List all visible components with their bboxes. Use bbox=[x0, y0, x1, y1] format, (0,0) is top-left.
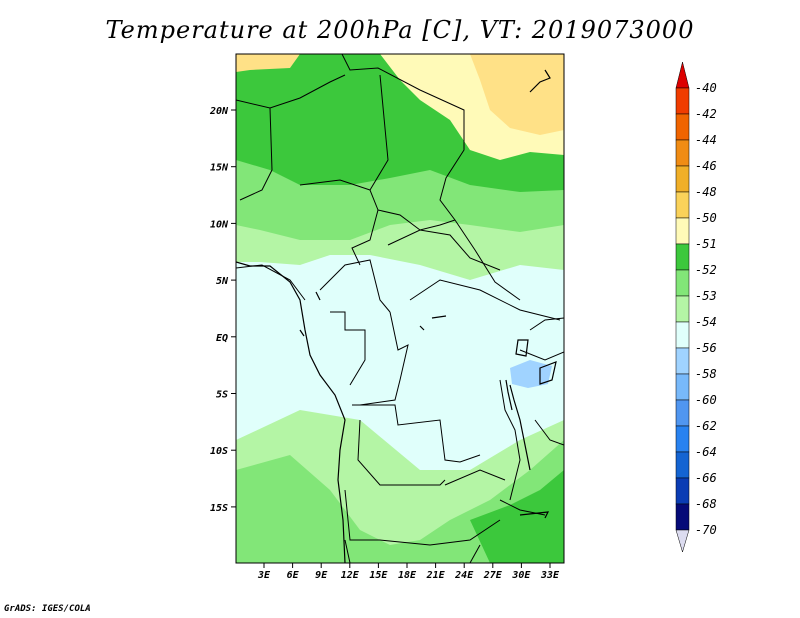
legend-swatch bbox=[675, 139, 690, 167]
lat-tick-label: 10N bbox=[210, 219, 229, 230]
lat-tick-label: 10S bbox=[210, 446, 228, 457]
legend-label: -44 bbox=[695, 133, 717, 147]
legend-bottom-cap bbox=[675, 529, 690, 553]
lon-tick-label: 33E bbox=[540, 570, 560, 581]
lon-tick-label: 27E bbox=[483, 570, 503, 581]
color-legend: -40 -42 -44 -46 -48 -50 -51 -52 -53 -54 -56 -58 -60 -… bbox=[675, 61, 717, 553]
lon-tick-label: 9E bbox=[315, 570, 328, 581]
legend-label: -52 bbox=[695, 263, 717, 277]
legend-label: -68 bbox=[695, 497, 717, 511]
lat-tick-label: 5N bbox=[216, 276, 229, 287]
lon-tick-label: 6E bbox=[287, 570, 300, 581]
lat-tick-label: 15S bbox=[210, 503, 228, 514]
legend-label: -40 bbox=[695, 81, 717, 95]
credit-label: GrADS: IGES/COLA bbox=[4, 604, 91, 614]
legend-label: -66 bbox=[695, 471, 717, 485]
legend-label: -42 bbox=[695, 107, 717, 121]
legend-swatch bbox=[675, 243, 690, 271]
coastlines bbox=[236, 69, 557, 563]
legend-swatch bbox=[675, 87, 690, 115]
country-borders bbox=[236, 54, 564, 563]
legend-label: -46 bbox=[695, 159, 717, 173]
legend-swatch bbox=[675, 191, 690, 219]
legend-swatch bbox=[675, 451, 690, 479]
legend-label: -54 bbox=[695, 315, 717, 329]
legend-swatch bbox=[675, 425, 690, 453]
legend-label: -56 bbox=[695, 341, 717, 355]
legend-swatch bbox=[675, 295, 690, 323]
lat-tick-label: EQ bbox=[216, 333, 228, 344]
contour-field bbox=[236, 54, 564, 563]
legend-swatch bbox=[675, 321, 690, 349]
legend-swatch bbox=[675, 503, 690, 531]
lon-tick-label: 24E bbox=[454, 570, 474, 581]
lon-tick-label: 21E bbox=[426, 570, 446, 581]
legend-label: -53 bbox=[695, 289, 717, 303]
legend-swatch bbox=[675, 217, 690, 245]
legend-swatch bbox=[675, 165, 690, 193]
legend-swatch bbox=[675, 477, 690, 505]
legend-label: -50 bbox=[695, 211, 717, 225]
lat-tick-label: 5S bbox=[216, 390, 228, 401]
legend-swatch bbox=[675, 373, 690, 401]
legend-swatch bbox=[675, 269, 690, 297]
lat-tick-label: 20N bbox=[209, 106, 229, 117]
legend-top-cap bbox=[675, 61, 690, 89]
field-minus52-southeast bbox=[470, 470, 564, 563]
lon-tick-label: 3E bbox=[257, 570, 271, 581]
lon-tick-label: 30E bbox=[511, 570, 531, 581]
legend-label: -70 bbox=[695, 523, 717, 537]
legend-swatch bbox=[675, 399, 690, 427]
legend-swatch bbox=[675, 113, 690, 141]
field-minus51 bbox=[236, 54, 300, 72]
legend-swatch bbox=[675, 347, 690, 375]
legend-label: -60 bbox=[695, 393, 717, 407]
legend-label: -48 bbox=[695, 185, 717, 199]
chart-title: Temperature at 200hPa [C], VT: 201907300… bbox=[105, 16, 695, 44]
lon-tick-label: 18E bbox=[398, 570, 417, 581]
lat-tick-label: 15N bbox=[210, 163, 229, 174]
legend-label: -62 bbox=[695, 419, 717, 433]
map-frame bbox=[235, 53, 565, 564]
lon-tick-label: 12E bbox=[341, 570, 360, 581]
field-minus51-northeast bbox=[470, 54, 564, 135]
longitude-axis: 3E 6E 9E 12E 15E 18E 21E 24E 27E 30E 33E bbox=[257, 563, 560, 581]
lon-tick-label: 15E bbox=[369, 570, 388, 581]
legend-label: -58 bbox=[695, 367, 717, 381]
legend-label: -51 bbox=[695, 237, 717, 251]
latitude-axis: 20N 15N 10N 5N EQ 5S 10S 15S bbox=[209, 106, 236, 514]
legend-label: -64 bbox=[695, 445, 717, 459]
